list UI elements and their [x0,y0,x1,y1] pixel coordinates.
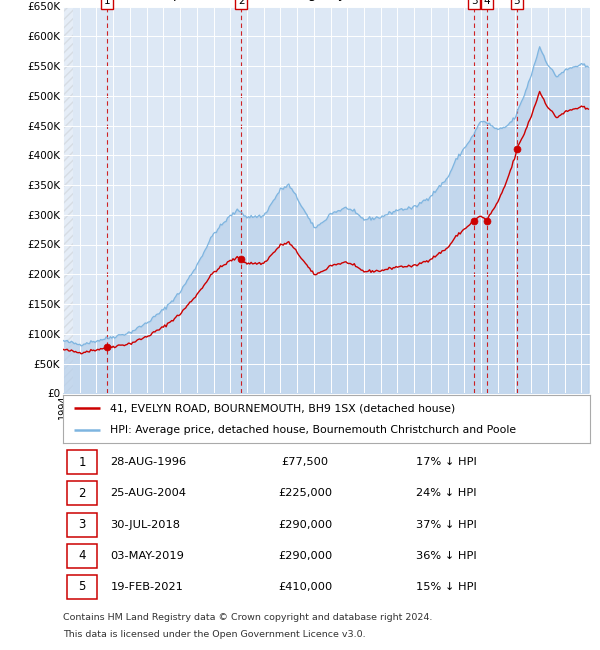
Text: 2: 2 [238,0,244,6]
FancyBboxPatch shape [67,513,97,536]
Text: 24% ↓ HPI: 24% ↓ HPI [416,488,476,499]
FancyBboxPatch shape [67,575,97,599]
FancyBboxPatch shape [67,482,97,505]
Text: 2: 2 [78,487,86,500]
Text: 28-AUG-1996: 28-AUG-1996 [110,457,187,467]
Text: 5: 5 [514,0,520,6]
Text: £225,000: £225,000 [278,488,332,499]
Text: £410,000: £410,000 [278,582,332,592]
Text: 37% ↓ HPI: 37% ↓ HPI [416,519,477,530]
Text: HPI: Average price, detached house, Bournemouth Christchurch and Poole: HPI: Average price, detached house, Bour… [110,424,517,435]
Text: 03-MAY-2019: 03-MAY-2019 [110,551,184,561]
Text: 3: 3 [78,518,86,531]
Text: 25-AUG-2004: 25-AUG-2004 [110,488,187,499]
Text: £290,000: £290,000 [278,519,332,530]
Title: 41, EVELYN ROAD, BOURNEMOUTH, BH9 1SX
Price paid vs. HM Land Registry's House Pr: 41, EVELYN ROAD, BOURNEMOUTH, BH9 1SX Pr… [136,0,517,1]
Text: 4: 4 [78,549,86,562]
Text: 5: 5 [78,580,86,593]
Text: 30-JUL-2018: 30-JUL-2018 [110,519,181,530]
Text: 15% ↓ HPI: 15% ↓ HPI [416,582,477,592]
Text: 36% ↓ HPI: 36% ↓ HPI [416,551,477,561]
Text: 17% ↓ HPI: 17% ↓ HPI [416,457,477,467]
Text: 1: 1 [104,0,110,6]
Text: This data is licensed under the Open Government Licence v3.0.: This data is licensed under the Open Gov… [63,630,365,638]
Text: £77,500: £77,500 [282,457,329,467]
FancyBboxPatch shape [67,450,97,474]
Text: 4: 4 [484,0,490,6]
FancyBboxPatch shape [67,544,97,567]
Text: 19-FEB-2021: 19-FEB-2021 [110,582,183,592]
Text: £290,000: £290,000 [278,551,332,561]
Text: Contains HM Land Registry data © Crown copyright and database right 2024.: Contains HM Land Registry data © Crown c… [63,612,433,621]
Text: 41, EVELYN ROAD, BOURNEMOUTH, BH9 1SX (detached house): 41, EVELYN ROAD, BOURNEMOUTH, BH9 1SX (d… [110,403,455,413]
Bar [63,6,73,393]
Text: 1: 1 [78,456,86,469]
Text: 3: 3 [471,0,478,6]
